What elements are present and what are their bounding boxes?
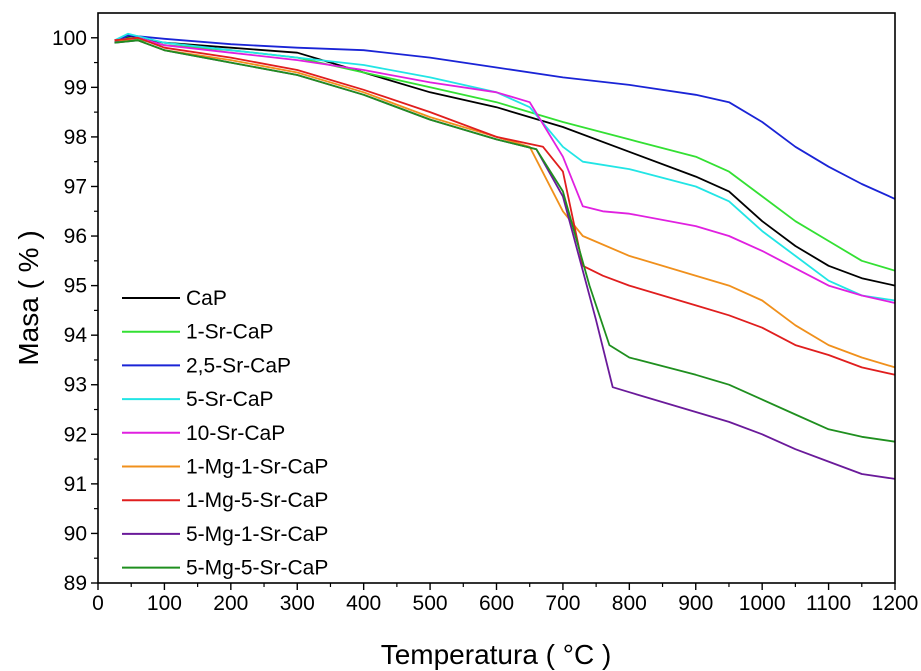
x-tick-label: 300 — [280, 592, 315, 615]
y-tick-label: 89 — [64, 572, 87, 595]
legend-label-0: CaP — [186, 287, 227, 310]
x-tick-label: 1000 — [739, 592, 786, 615]
legend-label-8: 5-Mg-5-Sr-CaP — [186, 557, 328, 580]
series-line-2 — [114, 34, 896, 200]
legend-label-6: 1-Mg-5-Sr-CaP — [186, 489, 328, 512]
x-tick-label: 0 — [92, 592, 104, 615]
y-tick-label: 100 — [52, 27, 87, 50]
series-line-6 — [114, 36, 896, 376]
y-tick-label: 92 — [64, 423, 87, 446]
series-line-3 — [114, 32, 896, 302]
y-tick-label: 98 — [64, 126, 87, 149]
x-tick-label: 800 — [612, 592, 647, 615]
legend-label-3: 5-Sr-CaP — [186, 388, 274, 411]
legend: CaP 1-Sr-CaP 2,5-Sr-CaP 5-Sr-CaP 10-Sr-CaP 1-… — [122, 287, 328, 580]
series-line-4 — [114, 36, 896, 304]
legend-label-5: 1-Mg-1-Sr-CaP — [186, 456, 328, 479]
y-tick-label: 99 — [64, 76, 87, 99]
y-tick-label: 97 — [64, 175, 87, 198]
x-tick-label: 500 — [413, 592, 448, 615]
series-line-0 — [114, 35, 896, 287]
x-tick-label: 400 — [346, 592, 381, 615]
legend-label-4: 10-Sr-CaP — [186, 422, 285, 445]
plot-lines — [114, 32, 896, 480]
y-tick-label: 95 — [64, 275, 87, 298]
y-axis-ticks: 89 90 91 92 93 94 95 96 97 98 99 100 — [52, 27, 98, 595]
y-axis-title: Masa ( % ) — [13, 230, 44, 365]
x-tick-label: 100 — [147, 592, 182, 615]
y-tick-label: 90 — [64, 522, 87, 545]
x-tick-label: 700 — [545, 592, 580, 615]
y-tick-label: 94 — [64, 324, 88, 347]
y-tick-label: 93 — [64, 374, 87, 397]
legend-label-7: 5-Mg-1-Sr-CaP — [186, 523, 328, 546]
legend-label-1: 1-Sr-CaP — [186, 321, 274, 344]
x-tick-label: 1200 — [872, 592, 919, 615]
y-tick-label: 91 — [64, 473, 87, 496]
x-axis-ticks: 0 100 200 300 400 500 600 700 800 900 1000 1100 1200 — [92, 583, 918, 615]
x-tick-label: 200 — [213, 592, 248, 615]
series-line-5 — [114, 39, 896, 369]
series-line-8 — [114, 39, 896, 443]
series-line-1 — [114, 36, 896, 272]
y-tick-label: 96 — [64, 225, 87, 248]
x-tick-label: 600 — [479, 592, 514, 615]
x-tick-label: 1100 — [806, 592, 851, 615]
x-tick-label: 900 — [678, 592, 713, 615]
legend-label-2: 2,5-Sr-CaP — [186, 354, 291, 377]
x-axis-title: Temperatura ( °C ) — [381, 639, 612, 670]
